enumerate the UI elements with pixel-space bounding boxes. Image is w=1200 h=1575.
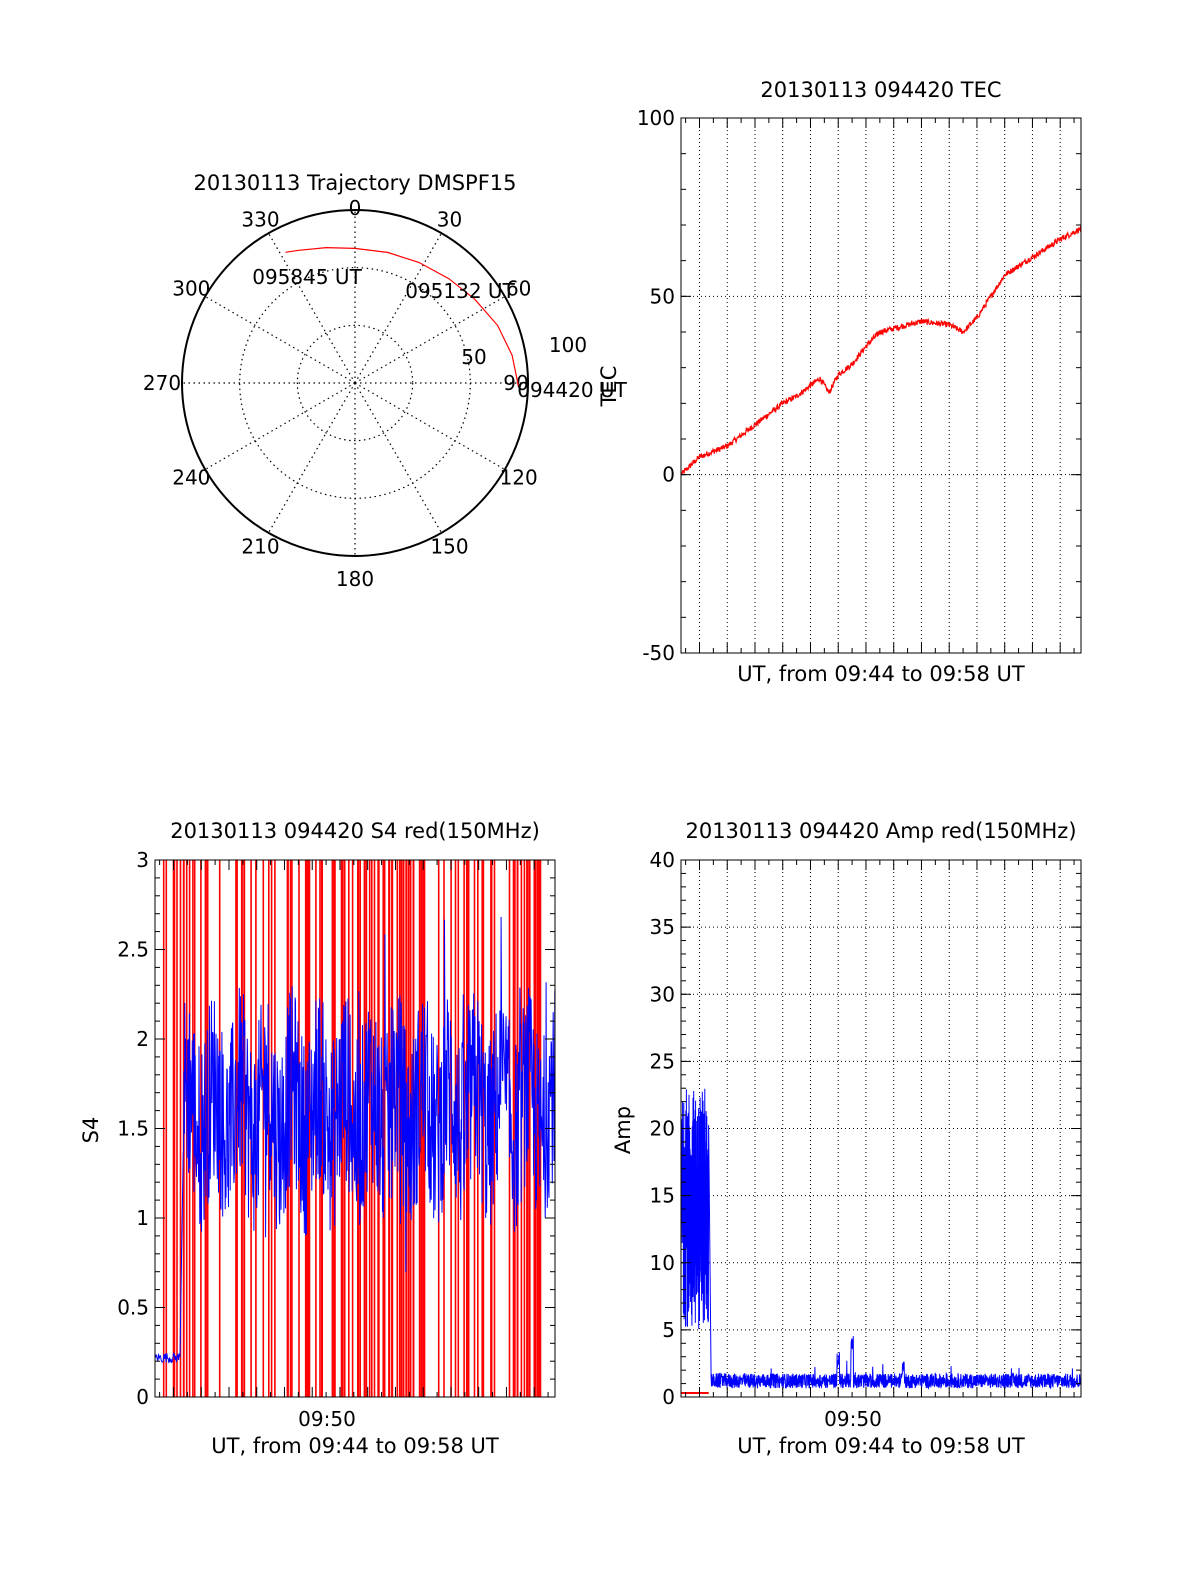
polar-angle-tick-label: 30 <box>437 207 462 231</box>
polar-grid-spoke <box>267 382 356 534</box>
tec-title: 20130113 094420 TEC <box>760 78 1001 102</box>
polar-outer-circle <box>181 209 529 557</box>
y-tick-label: 2.5 <box>117 938 149 962</box>
polar-time-annotation: 095132 UT <box>405 279 515 303</box>
amp-xtick-label: 09:50 <box>824 1407 882 1431</box>
s4-title: 20130113 094420 S4 red(150MHz) <box>170 819 540 843</box>
s4-ylabel: S4 <box>79 1117 103 1144</box>
y-tick-label: 0 <box>662 463 675 487</box>
y-tick-label: 100 <box>637 106 675 130</box>
amp-title: 20130113 094420 Amp red(150MHz) <box>685 819 1076 843</box>
polar-time-annotation: 095845 UT <box>252 265 362 289</box>
s4-chart: 20130113 094420 S4 red(150MHz) 0 0.5 1 1.5 2… <box>79 819 556 1458</box>
amp-blue-series <box>680 1088 1082 1391</box>
polar-annotations: 095845 UT 095132 UT 094420 UT <box>252 265 627 402</box>
y-tick-label: 0 <box>136 1385 149 1409</box>
polar-radial-tick-label: 100 <box>549 333 587 357</box>
y-tick-label: 35 <box>650 915 675 939</box>
polar-grid-spoke <box>204 382 356 471</box>
polar-grid-spoke <box>204 295 356 384</box>
s4-ticks: 0 0.5 1 1.5 2 2.5 3 <box>117 848 555 1409</box>
y-tick-label: 1 <box>136 1206 149 1230</box>
amp-grid <box>681 860 1081 1397</box>
tec-series-line <box>680 225 1082 476</box>
y-tick-label: -50 <box>642 641 675 665</box>
polar-grid-spoke <box>354 382 506 471</box>
tec-chart: 20130113 094420 TEC -50 0 50 100 UT, from 0… <box>597 78 1082 686</box>
y-tick-label: 20 <box>650 1117 675 1141</box>
polar-radial-ticks: 50 100 <box>461 333 587 369</box>
s4-xlabel: UT, from 09:44 to 09:58 UT <box>211 1434 499 1458</box>
trajectory-chart: 20130113 Trajectory DMSPF15 0 30609012015… <box>143 171 628 591</box>
tec-ylabel: TEC <box>597 366 621 408</box>
polar-grid-spoke <box>267 232 356 384</box>
tec-ticks: -50 0 50 100 <box>637 106 1081 665</box>
y-tick-label: 40 <box>650 848 675 872</box>
y-tick-label: 0.5 <box>117 1296 149 1320</box>
polar-angle-tick-label: 210 <box>241 535 279 559</box>
y-tick-label: 50 <box>650 284 675 308</box>
polar-angle-tick-label: 60 <box>506 277 531 301</box>
polar-radial-tick-label: 50 <box>461 345 486 369</box>
amp-chart: 20130113 094420 Amp red(150MHz) 0 5 10 15 20… <box>611 819 1082 1458</box>
polar-angle-tick-label: 0 <box>349 196 362 220</box>
s4-blue-series <box>154 916 556 1364</box>
polar-angle-tick-label: 120 <box>500 466 538 490</box>
amp-ticks: 0 5 10 15 20 25 30 35 40 <box>650 848 1081 1409</box>
trajectory-title: 20130113 Trajectory DMSPF15 <box>193 171 516 195</box>
tec-xlabel: UT, from 09:44 to 09:58 UT <box>737 662 1025 686</box>
s4-xtick-label: 09:50 <box>298 1407 356 1431</box>
amp-xlabel: UT, from 09:44 to 09:58 UT <box>737 1434 1025 1458</box>
tec-grid <box>681 118 1081 653</box>
trajectory-track-line <box>285 246 519 387</box>
amp-ylabel: Amp <box>611 1106 635 1154</box>
y-tick-label: 2 <box>136 1027 149 1051</box>
polar-grid-spoke <box>354 295 506 384</box>
tec-plot-frame <box>680 117 1082 654</box>
polar-angle-tick-label: 180 <box>336 567 374 591</box>
polar-grid-circle <box>296 324 414 442</box>
polar-time-annotation: 094420 UT <box>517 378 627 402</box>
y-tick-label: 3 <box>136 848 149 872</box>
polar-angle-tick-label: 330 <box>241 207 279 231</box>
y-tick-label: 15 <box>650 1184 675 1208</box>
y-tick-label: 1.5 <box>117 1117 149 1141</box>
polar-angle-tick-label: 150 <box>430 535 468 559</box>
y-tick-label: 10 <box>650 1251 675 1275</box>
y-tick-label: 30 <box>650 982 675 1006</box>
y-tick-label: 0 <box>662 1385 675 1409</box>
y-tick-label: 5 <box>662 1318 675 1342</box>
polar-angle-tick-label: 240 <box>172 466 210 490</box>
polar-grid-spoke <box>354 232 443 384</box>
polar-angle-tick-label: 300 <box>172 277 210 301</box>
polar-grid <box>182 210 528 556</box>
polar-angle-tick-label: 270 <box>143 371 181 395</box>
polar-grid-spoke <box>354 382 443 534</box>
y-tick-label: 25 <box>650 1049 675 1073</box>
